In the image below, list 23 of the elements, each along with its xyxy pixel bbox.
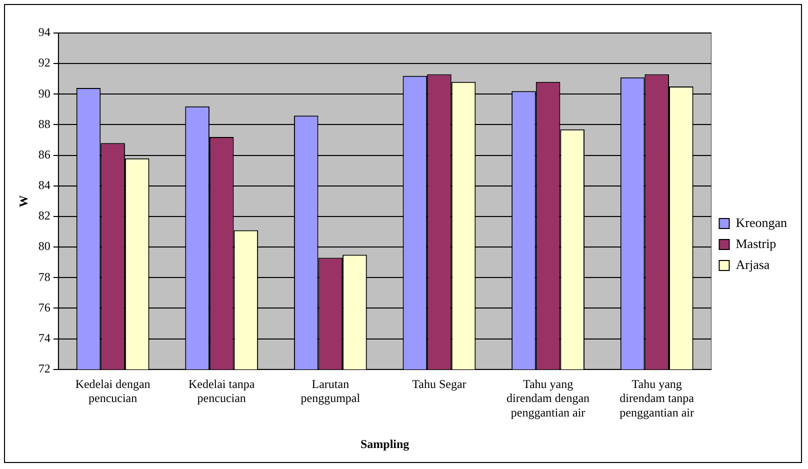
x-tick-label: Kedelai dengan pencucian: [75, 376, 150, 406]
legend-label: Kreongan: [736, 214, 788, 230]
x-tick-label: Larutan penggumpal: [300, 376, 361, 406]
y-tick-label: 80: [38, 239, 50, 254]
y-tick-label: 86: [38, 147, 50, 162]
y-tick-label: 92: [38, 56, 50, 70]
y-tick-label: 84: [38, 178, 50, 192]
x-tick-label: Tahu Segar: [412, 376, 466, 391]
y-tick-label: 78: [38, 270, 50, 284]
y-tick-label: 82: [38, 208, 50, 223]
legend-label: Arjasa: [736, 256, 770, 272]
y-tick-label: 72: [38, 362, 50, 376]
legend-label: Mastrip: [736, 236, 776, 251]
y-tick-label: 76: [38, 300, 50, 314]
y-tick-label: 94: [38, 25, 50, 40]
x-axis-title: Sampling: [360, 436, 410, 451]
y-tick-label: 90: [38, 86, 50, 100]
y-tick-label: 74: [38, 330, 50, 345]
x-tick-label: Tahu yang direndam dengan penggantian air: [506, 376, 590, 420]
x-tick-label: Tahu yang direndam tanpa penggantian air: [620, 376, 695, 420]
y-tick-label: 88: [38, 116, 50, 131]
x-tick-label: Kedelai tanpa pencucian: [188, 376, 256, 406]
y-axis-title: W: [16, 195, 30, 208]
